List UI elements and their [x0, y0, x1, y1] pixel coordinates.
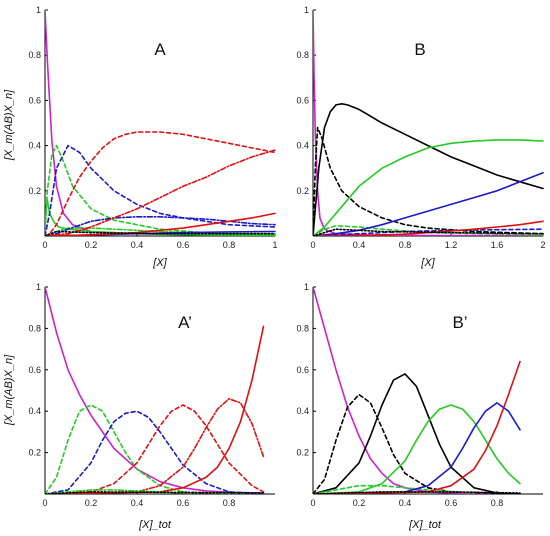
- series-line: [45, 230, 276, 236]
- panel-a: 0 0.2 0.4 0.6 0.8 1 0.2 0.4 0.6 0.8 1 A: [28, 5, 277, 250]
- x-tick-label: 0.8: [491, 498, 504, 508]
- x-tick-label: 0.2: [353, 498, 366, 508]
- y-tick-label: 0.6: [296, 365, 309, 375]
- x-tick-label: 1: [272, 240, 277, 250]
- x-tick-label: 0.8: [399, 240, 412, 250]
- series-line: [313, 373, 521, 494]
- y-tick-label: 0.2: [28, 448, 41, 458]
- x-tick-label: 0.8: [223, 240, 236, 250]
- y-axis-title-bottom: [X_m(AB)X_n]: [3, 354, 15, 426]
- x-tick-label: 0.4: [353, 240, 366, 250]
- x-tick-label: 0.4: [399, 498, 412, 508]
- y-tick-label: 1: [304, 282, 309, 292]
- panel-label: B’: [452, 313, 467, 332]
- x-tick-label: 1.6: [491, 240, 504, 250]
- y-tick-label: 0.8: [296, 50, 309, 60]
- series-line: [45, 491, 265, 494]
- panel-label: B: [414, 40, 425, 59]
- series-line: [45, 216, 276, 236]
- x-tick-label: 0.4: [131, 240, 144, 250]
- series-line: [45, 149, 276, 236]
- panel-a-prime: 0 0.2 0.4 0.6 0.8 0.2 0.4 0.6 0.8 1 A’: [28, 282, 275, 508]
- series-line: [313, 220, 544, 236]
- series-line: [45, 286, 265, 494]
- panel-b: 0 0.4 0.8 1.2 1.6 2 0.2 0.4 0.6 0.8 1 B: [296, 5, 545, 250]
- y-tick-label: 0.4: [296, 406, 309, 416]
- series-line: [313, 171, 544, 236]
- y-tick-label: 0.4: [28, 141, 41, 151]
- y-tick-label: 1: [36, 282, 41, 292]
- y-tick-label: 0.6: [296, 95, 309, 105]
- series-line: [313, 404, 521, 494]
- y-tick-label: 0.6: [28, 95, 41, 105]
- y-tick-label: 0.2: [296, 186, 309, 196]
- y-tick-label: 0.6: [28, 365, 41, 375]
- series-line: [45, 404, 265, 494]
- series-line: [313, 228, 544, 236]
- series-line: [313, 484, 475, 494]
- series-line: [313, 286, 521, 494]
- y-tick-label: 0.8: [28, 323, 41, 333]
- x-tick-label: 0: [42, 240, 47, 250]
- panel-b-prime: 0 0.2 0.4 0.6 0.8 0.2 0.4 0.6 0.8 1 B’: [296, 282, 543, 508]
- y-tick-label: 0.8: [296, 323, 309, 333]
- x-tick-label: 0: [42, 498, 47, 508]
- series-line: [313, 139, 544, 236]
- x-axis-title-a-prime: [X]_tot: [138, 519, 172, 531]
- series-line: [45, 144, 276, 236]
- x-tick-label: 0.8: [223, 498, 236, 508]
- y-tick-label: 0.4: [28, 406, 41, 416]
- series-line: [45, 410, 265, 494]
- panel-label: A: [154, 40, 166, 59]
- x-tick-label: 0.6: [177, 498, 190, 508]
- x-tick-label: 1.2: [445, 240, 458, 250]
- series-line: [45, 404, 265, 494]
- y-axis-title-top: [X_m(AB)X_n]: [3, 89, 15, 161]
- series-line: [313, 126, 544, 236]
- panel-label: A’: [178, 313, 192, 332]
- series-line: [313, 393, 521, 494]
- x-tick-label: 0.6: [177, 240, 190, 250]
- series-line: [45, 144, 276, 236]
- y-tick-label: 0.2: [296, 448, 309, 458]
- series-line: [313, 225, 544, 236]
- x-tick-label: 0: [310, 498, 315, 508]
- x-axis-title-a: [X]: [152, 257, 167, 269]
- x-tick-label: 2: [540, 240, 545, 250]
- x-tick-label: 0.2: [85, 498, 98, 508]
- series-line: [313, 360, 521, 494]
- series-line: [313, 9, 544, 236]
- series-line: [45, 212, 276, 236]
- x-tick-label: 0.6: [445, 498, 458, 508]
- y-tick-label: 0.4: [296, 141, 309, 151]
- series-line: [313, 228, 544, 236]
- series-line: [45, 325, 265, 494]
- x-axis-title-b-prime: [X]_tot: [408, 519, 442, 531]
- x-tick-label: 0: [310, 240, 315, 250]
- y-tick-label: 0.8: [28, 50, 41, 60]
- y-tick-label: 1: [304, 5, 309, 15]
- series-line: [45, 131, 276, 236]
- y-tick-label: 0.2: [28, 186, 41, 196]
- series-line: [313, 103, 544, 236]
- series-line: [313, 491, 521, 494]
- x-tick-label: 0.2: [85, 240, 98, 250]
- series-line: [313, 402, 521, 494]
- x-axis-title-b: [X]: [420, 257, 435, 269]
- x-tick-label: 0.4: [131, 498, 144, 508]
- y-tick-label: 1: [36, 5, 41, 15]
